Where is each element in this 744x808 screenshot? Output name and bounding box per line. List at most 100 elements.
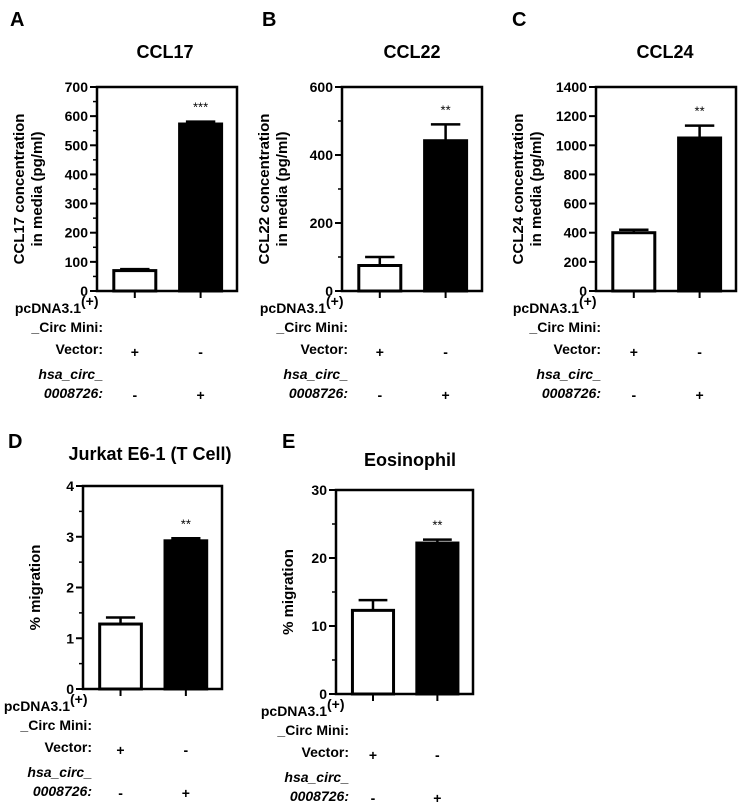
row-header: pcDNA3.1 (260, 300, 326, 316)
bar-circ (423, 139, 469, 293)
plot-frame (95, 85, 239, 293)
bar-circ (415, 541, 460, 696)
circ-mark: + (442, 387, 450, 403)
row-header-superscript: (+) (579, 293, 597, 309)
circ-row-label: hsa_circ_ (27, 764, 92, 780)
y-tick-label: 600 (564, 196, 588, 212)
vector-row-label: Vector: (45, 739, 92, 755)
panel-letter: C (512, 9, 526, 31)
y-tick-label: 0 (319, 686, 327, 702)
row-header: pcDNA3.1 (4, 698, 70, 714)
bar-vector (357, 264, 403, 293)
vector-row-label: Vector: (302, 744, 349, 760)
circ-row-label: hsa_circ_ (536, 366, 601, 382)
y-axis-label: CCL22 concentration (256, 114, 273, 265)
chart-title: Jurkat E6-1 (T Cell) (68, 444, 231, 464)
plot-frame (340, 85, 484, 293)
circ-row-label: 0008726: (44, 385, 103, 401)
plot-frame (334, 488, 475, 696)
y-axis-label: % migration (27, 545, 44, 631)
circ-mark: - (371, 790, 376, 806)
plot-frame (594, 85, 738, 293)
vector-mark: - (198, 344, 203, 360)
y-axis-label: CCL24 concentration (510, 114, 527, 265)
circ-mark: + (197, 387, 205, 403)
bar-vector (98, 622, 143, 691)
significance-label: ** (181, 516, 191, 531)
row-header-main: pcDNA3.1 (261, 703, 327, 719)
y-tick-label: 10 (311, 618, 327, 634)
chart-title: CCL24 (636, 42, 693, 62)
row-header-sub: _Circ Mini: (276, 722, 349, 738)
y-tick-label: 0 (66, 681, 74, 697)
bar-circ (163, 539, 209, 691)
y-tick-label: 700 (65, 79, 89, 95)
circ-row-label: hsa_circ_ (283, 366, 348, 382)
row-header-superscript: (+) (327, 696, 345, 712)
bar-circ (178, 122, 224, 293)
y-tick-label: 4 (66, 478, 74, 494)
circ-mark: + (433, 790, 441, 806)
y-tick-label: 200 (564, 254, 588, 270)
y-tick-label: 200 (310, 215, 334, 231)
circ-row-label: 0008726: (290, 788, 349, 804)
circ-row-label: 0008726: (289, 385, 348, 401)
panel-letter: D (8, 431, 22, 453)
chart-title: Eosinophil (364, 450, 456, 470)
y-tick-label: 800 (564, 166, 588, 182)
panel-e: E Eosinophil % migration 0 10 20 30 + - ** - + pcDNA… (261, 431, 475, 806)
circ-mark: + (182, 785, 190, 801)
panel-letter: B (262, 9, 276, 31)
vector-mark: + (131, 344, 139, 360)
bar-vector (112, 269, 158, 293)
y-axis-label: in media (pg/ml) (528, 131, 545, 246)
panel-d: D Jurkat E6-1 (T Cell) % migration 0 1 2 3 4 + - *… (4, 431, 232, 801)
vector-mark: + (116, 742, 124, 758)
vector-row-label: Vector: (56, 341, 103, 357)
bar-circ (677, 136, 723, 293)
significance-label: ** (441, 102, 451, 117)
vector-mark: + (369, 747, 377, 763)
row-header-sub: _Circ Mini: (528, 319, 601, 335)
row-header: pcDNA3.1 (15, 300, 81, 316)
vector-mark: - (697, 344, 702, 360)
circ-row-label: 0008726: (33, 783, 92, 799)
circ-mark: + (696, 387, 704, 403)
circ-row-label: hsa_circ_ (38, 366, 103, 382)
row-header-sub: _Circ Mini: (275, 319, 348, 335)
y-tick-label: 200 (65, 225, 89, 241)
vector-row-label: Vector: (554, 341, 601, 357)
y-tick-label: 0 (80, 283, 88, 299)
row-header-superscript: (+) (326, 293, 344, 309)
vector-row-label: Vector: (301, 341, 348, 357)
y-tick-label: 500 (65, 137, 89, 153)
circ-row-label: 0008726: (542, 385, 601, 401)
row-header-main: pcDNA3.1 (4, 698, 70, 714)
circ-mark: - (132, 387, 137, 403)
circ-mark: - (118, 785, 123, 801)
y-tick-label: 2 (66, 580, 74, 596)
row-header-main: pcDNA3.1 (513, 300, 579, 316)
row-header-sub: _Circ Mini: (30, 319, 103, 335)
vector-mark: - (184, 742, 189, 758)
circ-mark: - (377, 387, 382, 403)
y-tick-label: 30 (311, 482, 327, 498)
vector-mark: - (435, 747, 440, 763)
y-tick-label: 1 (66, 630, 74, 646)
row-header-superscript: (+) (70, 691, 88, 707)
y-tick-label: 400 (65, 166, 89, 182)
panel-letter: E (282, 431, 295, 453)
y-axis-label: CCL17 concentration (11, 114, 28, 265)
y-tick-label: 1400 (556, 79, 587, 95)
circ-row-label: hsa_circ_ (284, 769, 349, 785)
chart-title: CCL17 (136, 42, 193, 62)
y-tick-label: 400 (564, 225, 588, 241)
vector-mark: - (443, 344, 448, 360)
y-tick-label: 1000 (556, 137, 587, 153)
y-tick-label: 400 (310, 147, 334, 163)
y-tick-label: 1200 (556, 108, 587, 124)
y-tick-label: 0 (579, 283, 587, 299)
row-header: pcDNA3.1 (513, 300, 579, 316)
y-tick-label: 0 (325, 283, 333, 299)
